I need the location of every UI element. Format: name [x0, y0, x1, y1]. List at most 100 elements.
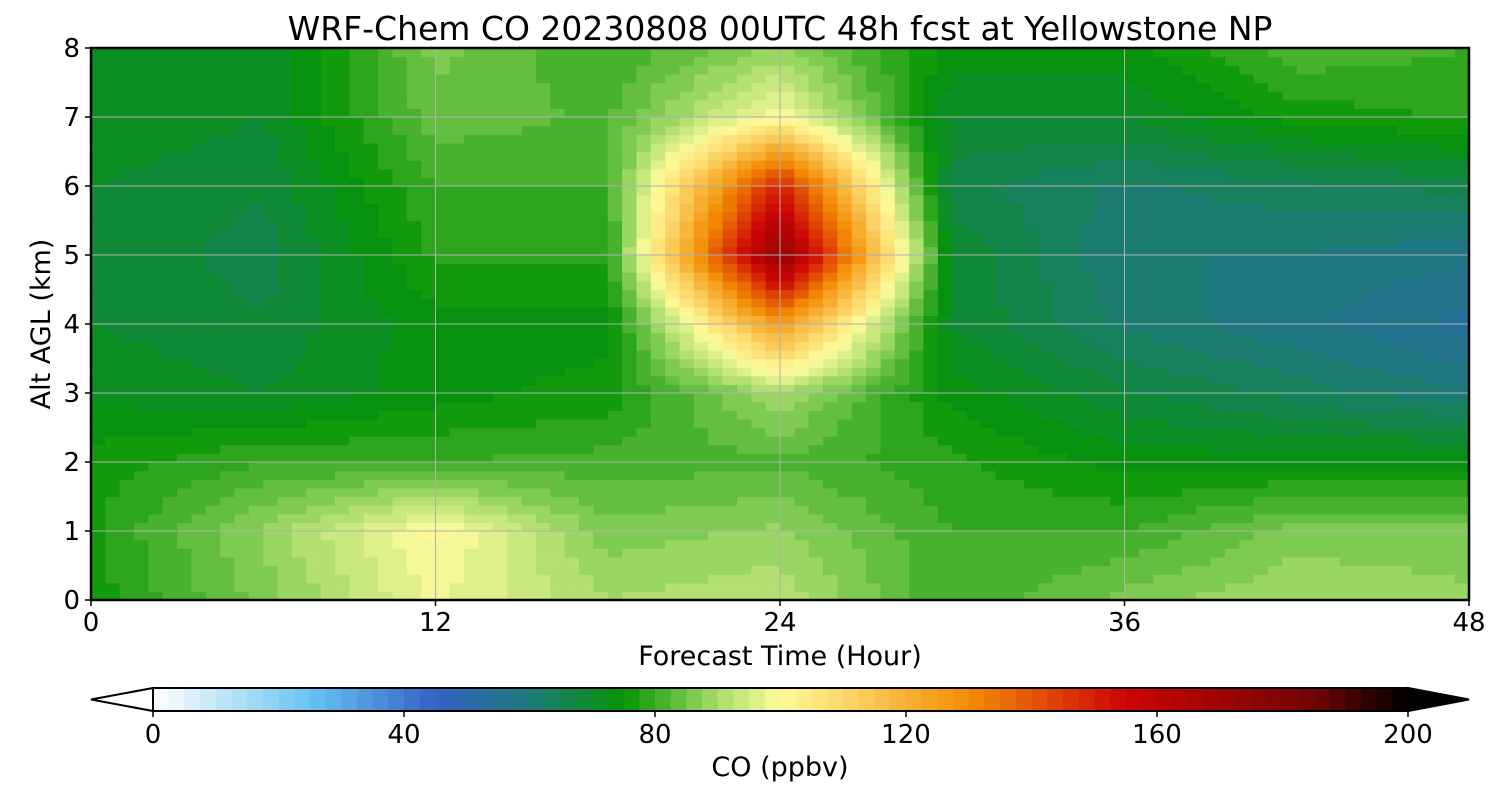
heatmap-cell [1038, 117, 1054, 127]
heatmap-cell [679, 324, 695, 334]
heatmap-cell [521, 108, 537, 118]
heatmap-cell [1153, 99, 1169, 109]
heatmap-cell [1081, 186, 1097, 196]
heatmap-cell [636, 229, 652, 239]
heatmap-cell [478, 324, 494, 334]
heatmap-cell [1081, 531, 1097, 541]
heatmap-cell [636, 574, 652, 584]
heatmap-cell [1081, 289, 1097, 299]
heatmap-cell [722, 548, 738, 558]
heatmap-cell [1167, 134, 1183, 144]
heatmap-cell [722, 487, 738, 498]
heatmap-cell [1038, 349, 1054, 360]
heatmap-cell [1052, 505, 1068, 515]
heatmap-cell [736, 531, 752, 541]
heatmap-cell [162, 255, 178, 265]
heatmap-cell [1167, 151, 1183, 161]
heatmap-cell [823, 548, 839, 558]
heatmap-cell [191, 384, 207, 394]
heatmap-cell [449, 375, 465, 385]
heatmap-cell [1038, 263, 1054, 273]
heatmap-cell [823, 444, 839, 454]
heatmap-cell [220, 289, 236, 299]
heatmap-cell [1124, 487, 1140, 498]
heatmap-cell [363, 237, 379, 247]
heatmap-cell [363, 462, 379, 472]
heatmap-cell [894, 246, 910, 256]
heatmap-cell [564, 522, 580, 532]
heatmap-cell [966, 324, 982, 334]
heatmap-cell [923, 453, 939, 463]
heatmap-cell [248, 496, 264, 506]
heatmap-cell [722, 263, 738, 273]
heatmap-cell [478, 444, 494, 454]
heatmap-cell [851, 73, 867, 84]
heatmap-cell [191, 582, 207, 592]
heatmap-cell [148, 453, 164, 463]
heatmap-cell [248, 384, 264, 394]
heatmap-cell [665, 539, 681, 549]
heatmap-cell [636, 255, 652, 265]
heatmap-cell [449, 539, 465, 549]
heatmap-cell [808, 332, 824, 342]
heatmap-cell [435, 453, 451, 463]
heatmap-cell [1067, 194, 1083, 204]
heatmap-cell [335, 556, 350, 567]
heatmap-cell [823, 410, 839, 420]
heatmap-cell [1067, 470, 1083, 480]
heatmap-cell [1153, 565, 1169, 575]
heatmap-cell [693, 479, 709, 489]
heatmap-cell [435, 255, 451, 265]
heatmap-cell [248, 289, 264, 299]
heatmap-cell [335, 117, 350, 127]
heatmap-cell [780, 505, 795, 515]
heatmap-cell [650, 513, 666, 523]
heatmap-cell [708, 332, 724, 342]
heatmap-cell [593, 272, 609, 282]
heatmap-cell [421, 324, 437, 334]
heatmap-cell [1081, 548, 1097, 558]
heatmap-cell [392, 151, 408, 161]
heatmap-cell [593, 142, 609, 153]
heatmap-cell [320, 582, 336, 592]
heatmap-cell [91, 410, 106, 420]
heatmap-cell [1110, 479, 1126, 489]
heatmap-cell [134, 134, 150, 144]
heatmap-cell [378, 556, 394, 567]
heatmap-cell [808, 280, 824, 291]
heatmap-cell [306, 151, 322, 161]
heatmap-cell [220, 151, 236, 161]
heatmap-cell [708, 160, 724, 170]
heatmap-cell [205, 496, 221, 506]
heatmap-cell [378, 298, 394, 308]
heatmap-cell [220, 324, 236, 334]
heatmap-cell [492, 418, 508, 429]
heatmap-cell [995, 229, 1011, 239]
heatmap-cell [1110, 436, 1126, 446]
heatmap-cell [464, 539, 480, 549]
heatmap-cell [593, 565, 609, 575]
heatmap-cell [751, 203, 767, 213]
heatmap-cell [507, 418, 523, 429]
heatmap-cell [593, 194, 609, 204]
heatmap-cell [363, 410, 379, 420]
heatmap-cell [952, 306, 968, 316]
heatmap-cell [851, 539, 867, 549]
heatmap-cell [751, 151, 767, 161]
heatmap-cell [1167, 393, 1183, 403]
heatmap-cell [363, 444, 379, 454]
heatmap-cell [1052, 229, 1068, 239]
heatmap-cell [995, 99, 1011, 109]
heatmap-cell [980, 151, 996, 161]
heatmap-cell [550, 237, 566, 247]
heatmap-cell [535, 272, 551, 282]
heatmap-cell [1181, 255, 1197, 265]
heatmap-cell [751, 349, 767, 360]
heatmap-cell [937, 574, 953, 584]
heatmap-cell [1038, 194, 1054, 204]
heatmap-cell [1196, 315, 1212, 325]
heatmap-cell [679, 427, 695, 437]
heatmap-cell [622, 203, 638, 213]
heatmap-cell [1153, 324, 1169, 334]
heatmap-cell [134, 194, 150, 204]
